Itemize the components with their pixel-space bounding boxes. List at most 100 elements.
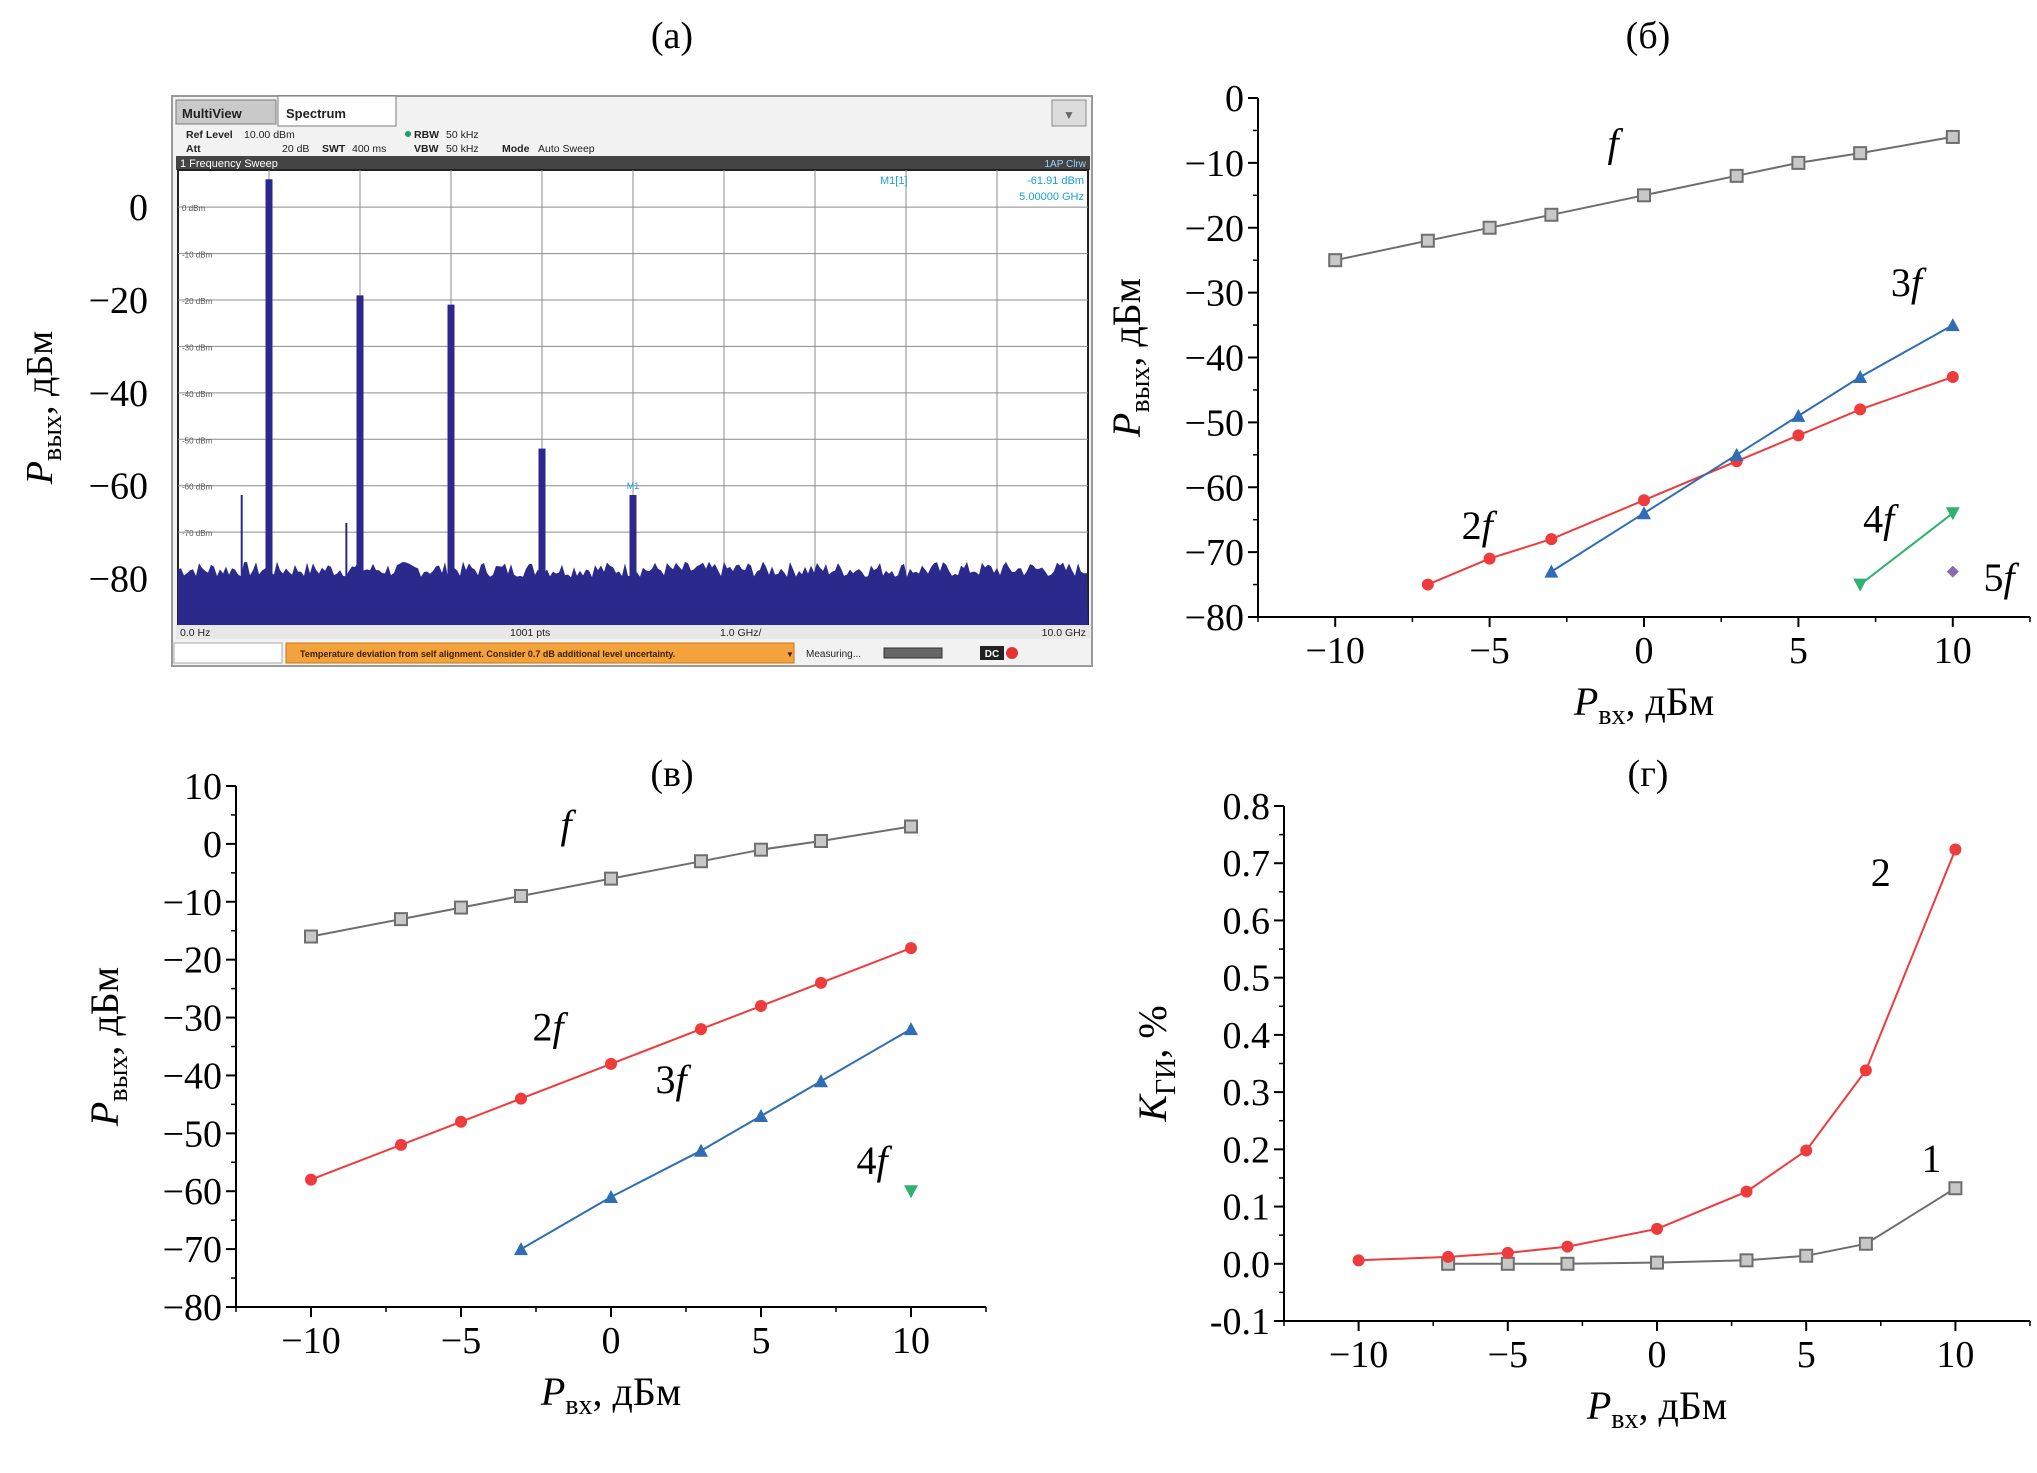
series-label-4f: 4f [856,1138,892,1183]
x-tick-label: 10 [892,1320,930,1362]
att-label: Att [186,143,201,155]
data-point-f [1853,146,1868,161]
data-point-3f [1853,369,1868,383]
points-label: 1001 pts [510,627,550,639]
data-point-2f [395,1138,407,1151]
y-tick-label: 0.1 [1223,1187,1271,1229]
status-chevron-icon: ▼ [786,650,794,659]
panel-a-y-tick-label: −20 [89,280,148,322]
y-tick-label: 0.0 [1223,1244,1271,1286]
data-point-3f [814,1074,828,1088]
y-tick-label: −70 [163,1229,222,1271]
y-tick-label: −80 [1185,597,1244,639]
y-tick-label: 0.3 [1223,1072,1271,1114]
data-point-f [604,871,618,886]
panel-label-a: (а) [651,15,693,57]
series-label-2f: 2f [532,1005,568,1050]
y-tick-label: −70 [1185,532,1244,574]
data-point-2f [455,1115,467,1128]
x-tick-label: 10 [1936,1334,1974,1376]
swt-value: 400 ms [352,143,386,155]
x-tick-label: 0 [1648,1334,1667,1376]
data-point-3f [694,1143,708,1157]
att-value: 20 dB [282,143,309,155]
series-line-2f [1427,376,1954,586]
data-point-2 [1352,1254,1365,1267]
data-point-3f [1544,564,1559,578]
marker-level: -61.91 dBm [1027,175,1084,187]
y-tick-label: −50 [163,1113,222,1155]
data-point-2 [1442,1250,1455,1263]
tab-spectrum[interactable] [277,95,397,127]
dc-badge-label: DC [985,649,999,660]
dc-badge [980,646,1004,660]
rbw-dot-icon [405,131,411,137]
status-warning-bar[interactable] [285,642,795,664]
data-point-2f [815,976,827,989]
series-label-2: 2 [1871,850,1891,895]
analyzer-grid-level-label: -20 dBm [182,297,213,306]
series-line-3f [520,1028,912,1250]
y-tick-label: 0.8 [1223,786,1271,828]
x-tick-label: −5 [1469,630,1509,672]
data-point-2f [1483,552,1496,565]
panel-label-b: (б) [1626,15,1671,57]
y-tick-label: −40 [1185,338,1244,380]
status-left-box [173,642,283,664]
data-point-2f [305,1173,317,1186]
analyzer-grid-labels: 0 dBm -10 dBm -20 dBm -30 dBm -40 dBm -50 dBm… [182,204,213,538]
y-tick-label: 0 [1225,78,1244,120]
analyzer-grid-level-label: 0 dBm [182,204,205,213]
data-point-4f [1853,578,1868,592]
spur-bar [240,495,243,625]
data-point-2f [1792,429,1805,442]
data-point-2f [1638,494,1650,507]
data-point-f [754,842,768,857]
mode-label: Mode [502,143,530,155]
y-tick-label: −20 [1185,208,1244,250]
data-point-5f [1946,565,1959,578]
panel-label-v: (в) [650,753,693,795]
y-tick-label: −30 [163,998,222,1040]
y-tick-label: −60 [1185,467,1244,509]
data-point-2f [1545,533,1558,546]
data-point-f [1945,129,1960,144]
series-label-f: f [560,802,576,847]
data-point-f [304,929,318,944]
data-point-f [514,888,528,903]
analyzer-grid-level-label: -30 dBm [182,343,213,352]
data-point-1 [1739,1253,1754,1268]
data-point-2f [905,942,917,955]
data-point-2f [1854,403,1867,416]
data-point-2f [1946,370,1959,383]
series-label-4f: 4f [1863,497,1899,542]
chevron-down-icon: ▼ [1063,108,1075,122]
x-axis-title: Pвх, дБм [540,1369,681,1421]
y-tick-label: −20 [163,940,222,982]
series-label-2f: 2f [1462,503,1498,548]
y-axis-title: Pвых, дБм [1104,278,1156,438]
series-label-f: f [1608,120,1624,165]
harmonic-bar [356,295,364,625]
x-div-label: 1.0 GHz/ [720,627,762,639]
trace-title-bar [176,156,1090,170]
window-dropdown-button[interactable] [1051,99,1087,127]
data-point-3f [1729,447,1744,461]
marker-tag: M1 [627,481,640,491]
analyzer-grid-level-label: -60 dBm [182,483,213,492]
tab-multiview[interactable] [175,99,277,125]
panel-a-y-axis: 0 −20 −40 −60 −80 [89,187,148,600]
y-tick-label: 0.6 [1223,900,1271,942]
panel-a-spectrum: MultiView Spectrum ▼ Ref Level 10.00 dBm… [19,95,1093,667]
y-tick-label: 0 [203,824,222,866]
harmonic-bars [240,179,637,626]
trace-title: 1 Frequency Sweep [180,158,278,170]
y-tick-label: −60 [163,1171,222,1213]
ref-level-value: 10.00 dBm [244,129,295,141]
x-tick-label: −10 [281,1320,340,1362]
data-point-2 [1859,1064,1872,1077]
data-point-2 [1501,1246,1514,1259]
vbw-value: 50 kHz [446,143,479,155]
y-tick-label: −10 [163,882,222,924]
